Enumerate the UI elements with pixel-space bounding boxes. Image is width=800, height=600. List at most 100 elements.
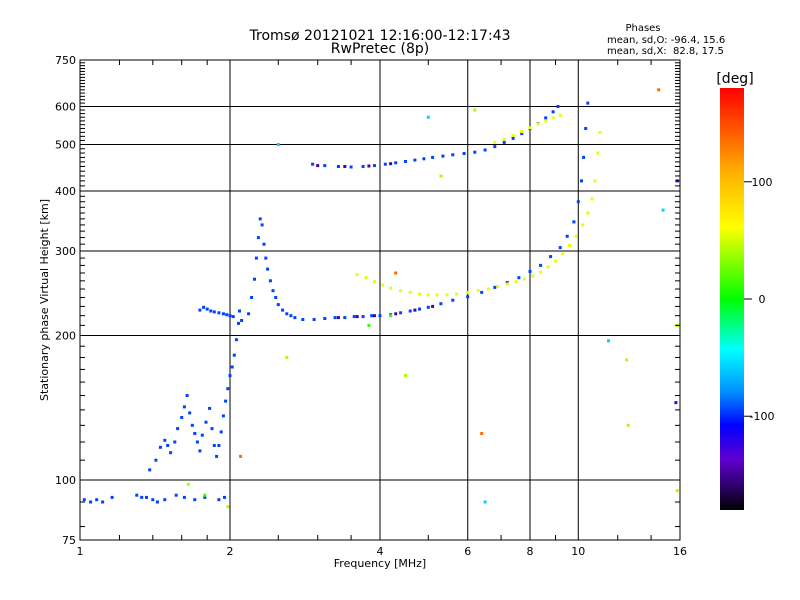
data-point <box>466 290 470 294</box>
y-axis-label: Stationary phase Virtual Height [km] <box>38 199 51 401</box>
data-point <box>145 495 148 499</box>
data-point <box>586 211 590 215</box>
data-point <box>493 140 497 144</box>
data-point <box>316 164 320 168</box>
x-tick-label: 16 <box>673 545 687 558</box>
data-point <box>394 271 398 275</box>
data-point <box>217 444 221 447</box>
data-point <box>451 298 455 302</box>
data-point <box>276 303 280 307</box>
data-point <box>486 287 490 291</box>
data-point <box>520 130 524 134</box>
data-point <box>531 274 535 278</box>
data-point <box>373 164 376 168</box>
plot-grid <box>80 60 680 540</box>
data-point <box>493 145 497 149</box>
data-point <box>586 101 590 105</box>
data-point <box>281 308 285 312</box>
data-point <box>399 311 403 315</box>
data-point <box>268 279 272 283</box>
data-point <box>240 319 244 322</box>
data-point <box>551 116 555 120</box>
data-point <box>223 495 226 499</box>
data-point <box>389 286 393 290</box>
data-point <box>408 290 412 294</box>
data-point <box>598 130 602 134</box>
data-point <box>215 454 219 458</box>
data-point <box>536 122 540 126</box>
phases-o-stats: mean, sd,O: -96.4, 15.6 <box>607 35 725 46</box>
colorbar-label: [deg] <box>716 71 753 87</box>
data-point <box>426 305 430 309</box>
data-point <box>383 162 387 166</box>
data-point <box>343 316 347 320</box>
colorbar-ticks: 100 0 -100 <box>744 176 774 423</box>
data-point <box>185 394 189 397</box>
data-point <box>198 449 202 453</box>
data-point <box>333 316 337 320</box>
data-point <box>584 127 588 130</box>
data-point <box>544 119 548 123</box>
data-point <box>253 277 256 281</box>
data-point <box>271 289 275 293</box>
data-point <box>539 263 543 267</box>
data-point <box>431 155 435 159</box>
data-point <box>462 152 466 155</box>
data-point <box>590 197 594 201</box>
data-point <box>312 318 316 321</box>
data-point <box>212 444 216 447</box>
data-point <box>361 165 365 168</box>
data-point <box>455 292 459 296</box>
data-point <box>195 440 199 444</box>
data-point <box>418 292 421 296</box>
data-point <box>285 312 289 316</box>
data-point <box>182 405 186 409</box>
plot-points <box>82 88 679 509</box>
data-point <box>517 276 521 280</box>
data-point <box>180 416 184 419</box>
data-point <box>413 308 417 312</box>
data-point <box>355 273 359 276</box>
data-point <box>163 498 167 502</box>
data-point <box>657 88 661 92</box>
data-point <box>224 399 228 403</box>
data-point <box>367 323 371 327</box>
data-point <box>166 444 170 447</box>
data-point <box>210 427 214 431</box>
data-point <box>539 270 543 274</box>
data-point <box>394 312 398 316</box>
data-point <box>203 495 207 499</box>
data-point <box>426 115 430 119</box>
data-point <box>514 280 518 284</box>
data-point <box>473 150 477 154</box>
data-point <box>228 314 232 318</box>
x-tick-label: 4 <box>377 545 384 558</box>
data-point <box>323 317 327 320</box>
data-point <box>675 489 679 493</box>
data-point <box>439 302 443 306</box>
data-point <box>221 312 225 316</box>
data-point <box>217 311 221 315</box>
data-point <box>262 242 266 246</box>
data-point <box>323 164 327 168</box>
data-point <box>237 321 240 325</box>
data-point <box>217 498 221 502</box>
data-point <box>289 314 293 318</box>
data-point <box>311 162 315 166</box>
data-point <box>496 285 500 288</box>
data-point <box>193 498 197 502</box>
data-point <box>343 165 347 168</box>
data-point <box>596 151 600 155</box>
data-point <box>176 427 180 431</box>
data-point <box>625 358 629 362</box>
y-tick-label: 300 <box>55 245 76 258</box>
colorbar-tick-label: 100 <box>752 176 773 189</box>
y-tick-label: 200 <box>55 330 76 343</box>
data-point <box>568 244 571 247</box>
data-point <box>451 153 455 157</box>
data-point <box>528 126 532 130</box>
data-point <box>174 493 178 497</box>
data-point <box>154 458 158 462</box>
data-point <box>276 143 280 146</box>
data-point <box>439 174 443 178</box>
